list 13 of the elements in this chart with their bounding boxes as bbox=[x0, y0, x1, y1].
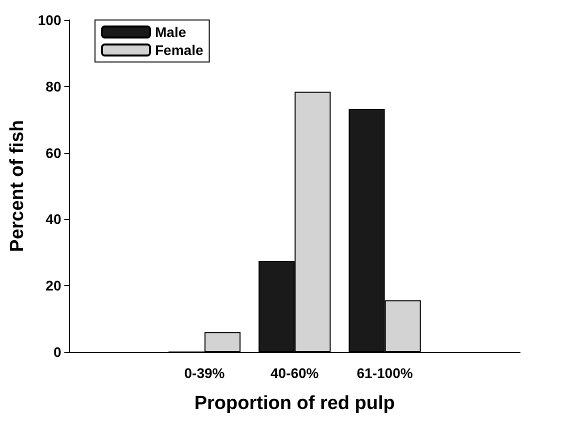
y-axis-title: Percent of fish bbox=[7, 120, 28, 252]
x-tick-label: 0-39% bbox=[184, 365, 226, 381]
x-tick-label: 40-60% bbox=[270, 365, 320, 381]
y-tick-label: 40 bbox=[46, 211, 62, 228]
legend-label: Male bbox=[155, 24, 186, 40]
y-tick-label: 60 bbox=[46, 144, 62, 161]
y-tick-label: 80 bbox=[46, 78, 62, 94]
y-tick-label: 0 bbox=[53, 344, 62, 360]
x-axis-title: Proportion of red pulp bbox=[194, 393, 395, 414]
y-tick-label: 20 bbox=[46, 278, 62, 294]
y-tick-label: 100 bbox=[38, 12, 62, 28]
x-tick-label: 61-100% bbox=[356, 365, 414, 381]
legend-label: Female bbox=[155, 42, 204, 58]
